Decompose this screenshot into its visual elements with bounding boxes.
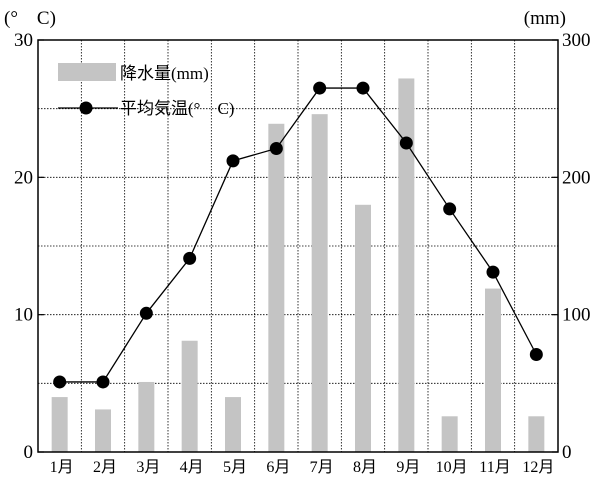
temperature-point	[269, 141, 283, 155]
precipitation-bar	[311, 114, 328, 452]
left-tick-label: 0	[24, 442, 34, 463]
month-label: 1月	[50, 459, 74, 476]
precipitation-bar	[268, 123, 285, 453]
legend-marker-temperature	[79, 101, 93, 115]
legend: 降水量(mm) 平均気温(° C)	[58, 63, 234, 118]
month-label: 4月	[180, 459, 204, 476]
month-label: 2月	[93, 459, 117, 476]
temperature-point	[356, 81, 370, 95]
temperature-line	[53, 81, 543, 389]
precipitation-bar	[441, 416, 458, 452]
temperature-point	[529, 347, 543, 361]
precipitation-bar	[51, 397, 68, 452]
temperature-point	[399, 136, 413, 150]
right-axis-unit: (mm)	[524, 8, 566, 29]
month-label: 6月	[266, 459, 290, 476]
temperature-point	[486, 265, 500, 279]
month-label: 7月	[310, 459, 334, 476]
month-label: 5月	[223, 459, 247, 476]
temperature-point	[53, 375, 67, 389]
month-label: 12月	[522, 459, 554, 476]
precipitation-bar	[181, 340, 198, 452]
grid	[38, 40, 558, 452]
precipitation-bar	[355, 204, 371, 452]
temperature-point	[183, 251, 197, 265]
precipitation-bar	[138, 381, 155, 452]
right-tick-label: 200	[562, 167, 591, 188]
left-tick-label: 20	[14, 167, 33, 188]
legend-label-precipitation: 降水量(mm)	[120, 64, 209, 83]
temperature-point	[443, 202, 457, 216]
right-tick-label: 300	[562, 30, 591, 51]
month-label: 10月	[436, 459, 468, 476]
legend-swatch-precipitation	[58, 63, 116, 81]
legend-label-temperature: 平均気温(° C)	[120, 99, 234, 118]
precipitation-bar	[528, 416, 545, 452]
temperature-polyline	[59, 87, 537, 383]
precipitation-bar	[398, 78, 415, 452]
plot-frame	[37, 39, 559, 453]
left-tick-label: 10	[14, 305, 33, 326]
right-tick-label: 0	[562, 442, 572, 463]
temperature-point	[96, 375, 110, 389]
precipitation-bar	[95, 409, 111, 452]
month-label: 8月	[353, 459, 377, 476]
temperature-point	[226, 154, 240, 168]
month-label: 11月	[479, 459, 510, 476]
precipitation-bar	[485, 288, 501, 452]
temperature-point	[313, 81, 327, 95]
precipitation-bar	[225, 397, 241, 452]
precipitation-bars	[51, 78, 545, 453]
left-tick-label: 30	[14, 30, 33, 51]
left-axis-unit: (° C)	[4, 8, 56, 29]
month-label: 9月	[396, 459, 420, 476]
month-label: 3月	[136, 459, 160, 476]
right-tick-label: 100	[562, 305, 591, 326]
temperature-point	[139, 306, 153, 320]
